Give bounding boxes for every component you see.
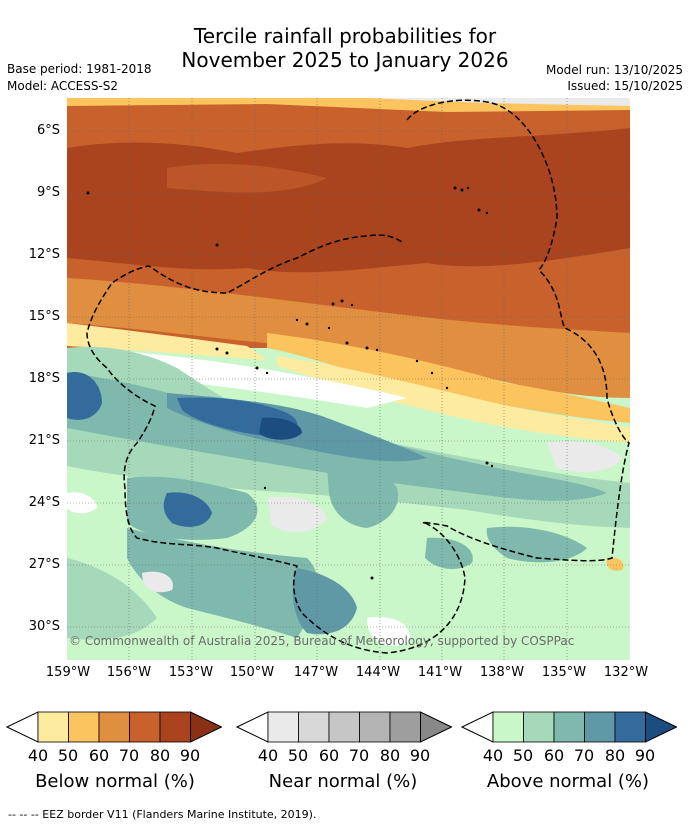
colorbar-swatch [68, 711, 100, 743]
colorbar-high-arrow [645, 711, 677, 743]
issued-date: Issued: 15/10/2025 [567, 79, 683, 93]
colorbar-high-arrow [190, 711, 222, 743]
eez-footnote: -- -- -- EEZ border V11 (Flanders Marine… [8, 808, 317, 821]
model-run: Model run: 13/10/2025 [545, 63, 683, 77]
colorbar-swatch [584, 711, 616, 743]
lon-label: 132°W [603, 665, 649, 680]
lat-label: 9°S [36, 185, 60, 200]
lon-label: 147°W [293, 665, 339, 680]
colorbar-swatch [359, 711, 391, 743]
colorbar-near-normal [236, 711, 452, 743]
colorbar-title-above-normal: Above normal (%) [486, 771, 650, 792]
colorbar-tick: 40 [27, 746, 49, 765]
colorbar-swatch [523, 711, 555, 743]
colorbar-tick: 80 [604, 746, 626, 765]
colorbar-tick: 60 [543, 746, 565, 765]
colorbar-above-normal [461, 711, 677, 743]
colorbar-swatch [159, 711, 191, 743]
colorbar-swatch [129, 711, 161, 743]
colorbar-tick: 50 [287, 746, 309, 765]
base-period: Base period: 1981-2018 [7, 62, 152, 76]
colorbar-swatch [614, 711, 646, 743]
colorbar-tick: 50 [57, 746, 79, 765]
lon-label: 153°W [168, 665, 214, 680]
graticule [67, 98, 630, 660]
colorbar-swatch [328, 711, 360, 743]
colorbar-tick: 60 [88, 746, 110, 765]
colorbar-swatch [98, 711, 130, 743]
title-line-1: Tercile rainfall probabilities for [193, 24, 497, 48]
title-line-2: November 2025 to January 2026 [181, 48, 509, 72]
colorbar-tick: 40 [482, 746, 504, 765]
colorbar-low-arrow [6, 711, 39, 743]
colorbar-swatch [492, 711, 524, 743]
eez-border [86, 99, 630, 654]
lon-label: 156°W [106, 665, 152, 680]
islands [86, 186, 494, 580]
colorbar-low-arrow [461, 711, 494, 743]
lat-label: 12°S [28, 247, 60, 262]
model-name: Model: ACCESS-S2 [7, 79, 119, 93]
colorbar-swatch [553, 711, 585, 743]
copyright-notice: © Commonwealth of Australia 2025, Bureau… [69, 634, 575, 648]
lon-label: 138°W [479, 665, 525, 680]
colorbar-tick: 70 [573, 746, 595, 765]
lat-label: 21°S [28, 433, 60, 448]
colorbar-tick: 50 [512, 746, 534, 765]
lat-label: 15°S [28, 309, 60, 324]
colorbar-title-below-normal: Below normal (%) [35, 771, 195, 792]
colorbar-tick: 70 [118, 746, 140, 765]
colorbar-title-near-normal: Near normal (%) [268, 771, 418, 792]
lat-label: 18°S [28, 371, 60, 386]
colorbar-tick: 90 [179, 746, 201, 765]
colorbar-low-arrow [236, 711, 269, 743]
colorbar-tick: 80 [379, 746, 401, 765]
lon-label: 159°W [45, 665, 91, 680]
colorbar-below-normal [6, 711, 222, 743]
colorbar-tick: 70 [348, 746, 370, 765]
colorbar-swatch [37, 711, 69, 743]
colorbar-tick: 40 [257, 746, 279, 765]
colorbar-tick: 90 [634, 746, 656, 765]
colorbar-tick: 80 [149, 746, 171, 765]
lat-label: 24°S [28, 495, 60, 510]
colorbar-high-arrow [420, 711, 452, 743]
lon-label: 144°W [355, 665, 401, 680]
lon-label: 135°W [541, 665, 587, 680]
lat-label: 27°S [28, 557, 60, 572]
lat-label: 6°S [36, 123, 60, 138]
colorbar-swatch [389, 711, 421, 743]
colorbar-tick: 60 [318, 746, 340, 765]
colorbar-swatch [298, 711, 330, 743]
map [67, 98, 630, 660]
colorbar-swatch [267, 711, 299, 743]
lon-label: 141°W [417, 665, 463, 680]
lat-label: 30°S [28, 619, 60, 634]
colorbar-tick: 90 [409, 746, 431, 765]
lon-label: 150°W [229, 665, 275, 680]
